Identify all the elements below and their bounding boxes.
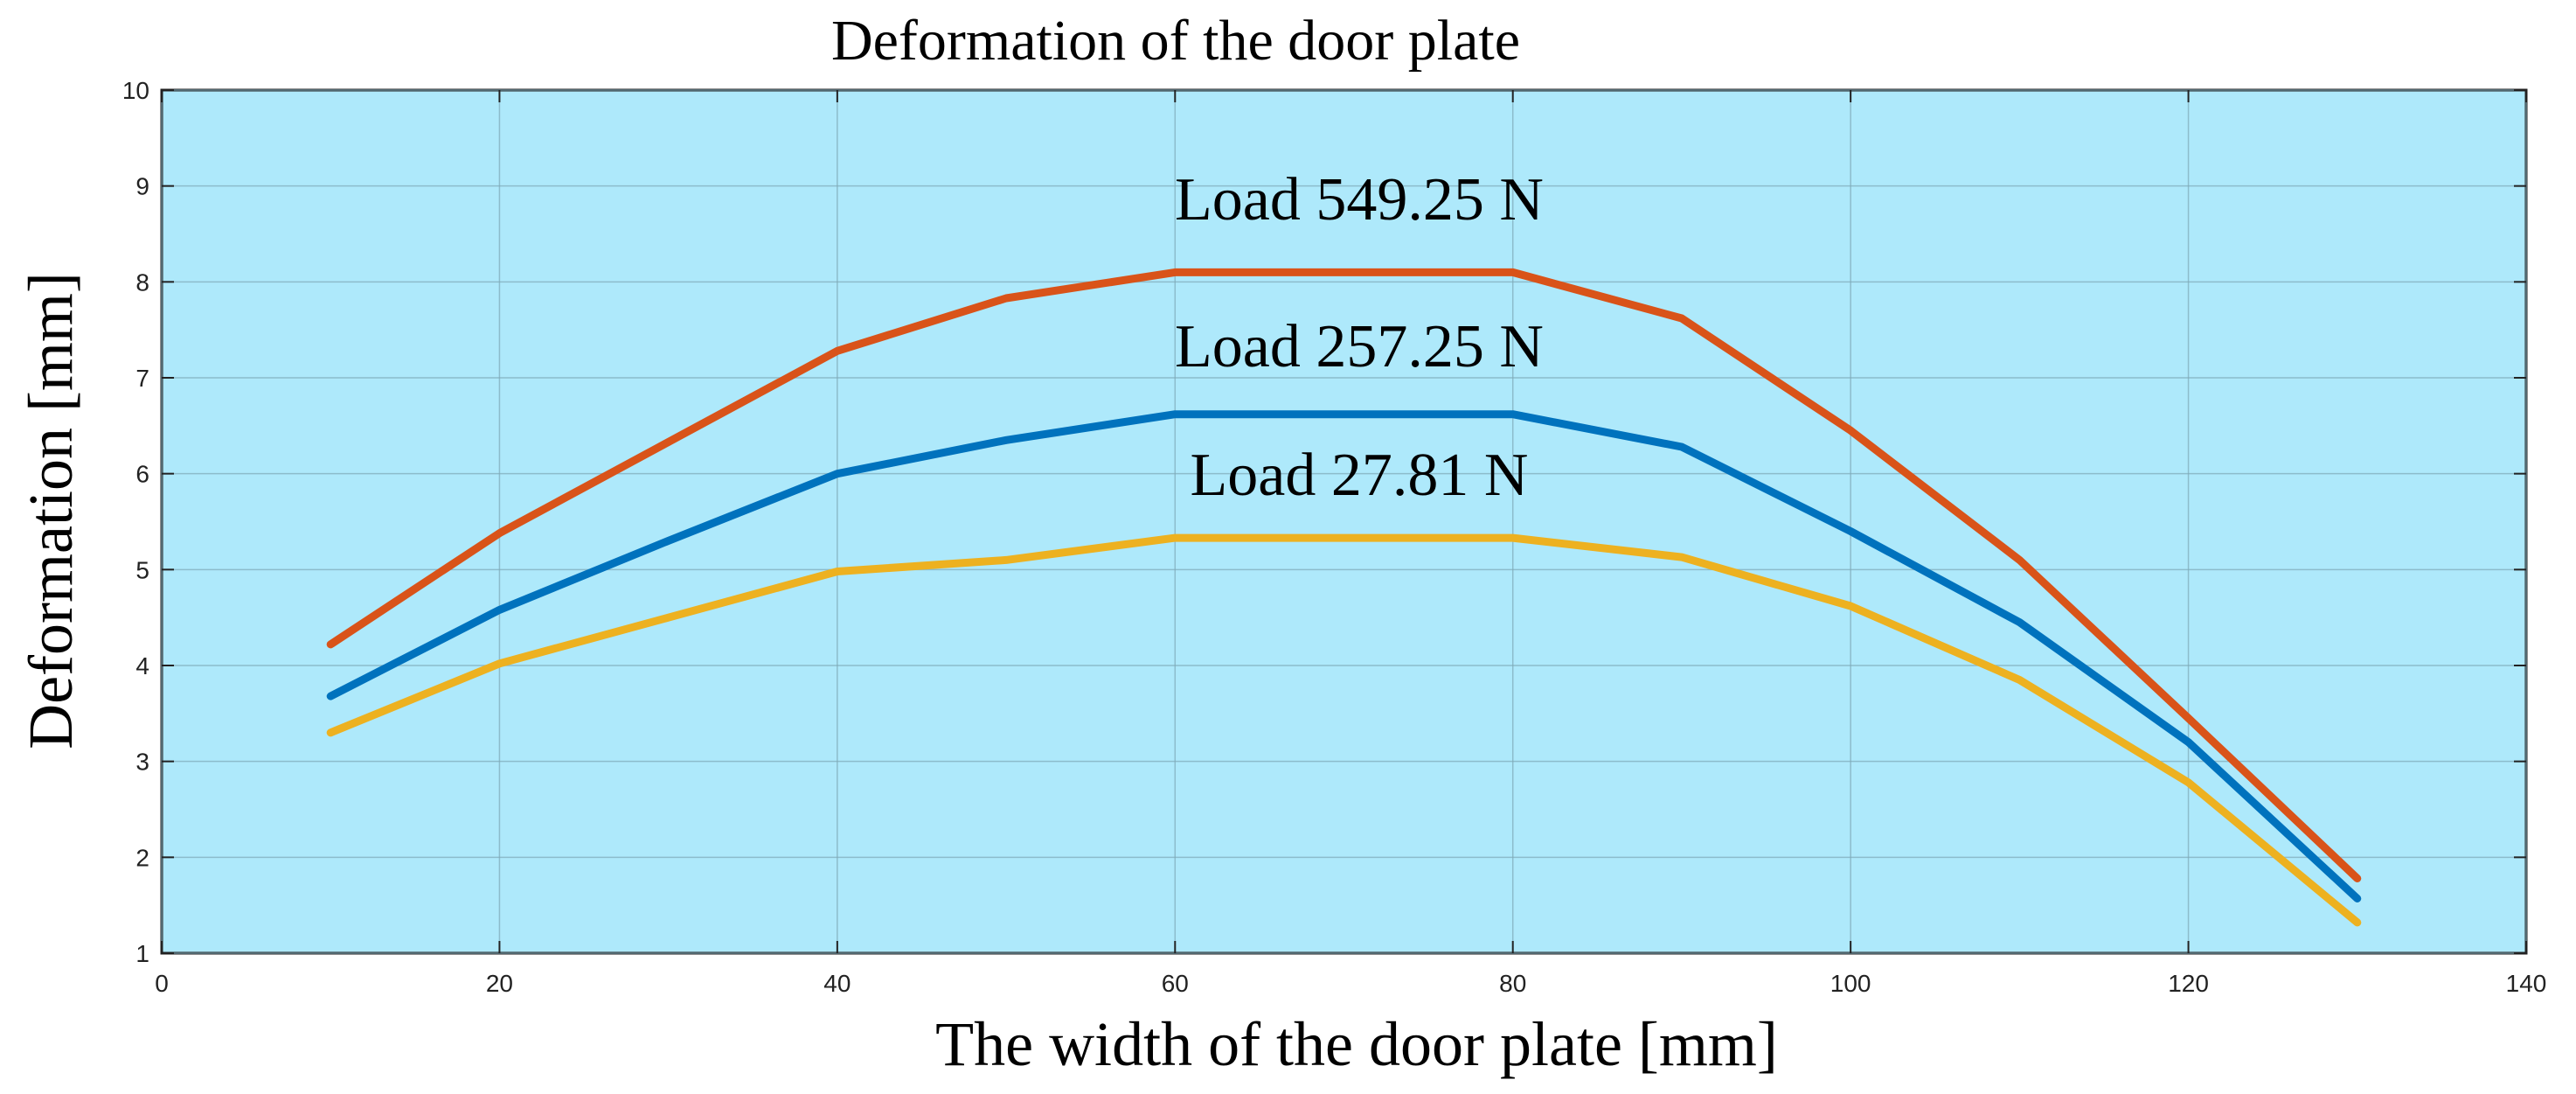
x-tick-label: 100 xyxy=(1830,970,1871,997)
x-tick-label: 40 xyxy=(823,970,851,997)
y-tick-label: 5 xyxy=(135,556,149,583)
chart-title: Deformation of the door plate xyxy=(831,9,1520,73)
y-tick-label: 3 xyxy=(135,749,149,776)
series-annotation-1: Load 549.25 N xyxy=(1175,166,1544,233)
y-tick-label: 4 xyxy=(135,652,149,679)
x-tick-label: 120 xyxy=(2168,970,2209,997)
y-tick-label: 10 xyxy=(122,77,149,104)
grid-lines xyxy=(161,89,2527,954)
y-tick-label: 9 xyxy=(135,173,149,200)
x-tick-labels: 0 20 40 60 80 100 120 140 xyxy=(155,970,2546,997)
x-tick-label: 0 xyxy=(155,970,169,997)
series-annotation-3: Load 27.81 N xyxy=(1191,442,1529,509)
y-tick-label: 7 xyxy=(135,365,149,392)
y-tick-label: 6 xyxy=(135,461,149,488)
series-line-1 xyxy=(326,268,2362,882)
x-axis-label: The width of the door plate [mm] xyxy=(935,1009,1778,1079)
x-tick-label: 60 xyxy=(1162,970,1189,997)
series-annotation-2: Load 257.25 N xyxy=(1175,313,1544,380)
y-tick-labels: 1 2 3 4 5 6 7 8 9 10 xyxy=(122,77,149,967)
x-tick-label: 20 xyxy=(486,970,513,997)
y-tick-label: 1 xyxy=(135,940,149,967)
series-lines xyxy=(326,268,2362,927)
plot-area xyxy=(160,88,2528,955)
x-tick-label: 80 xyxy=(1499,970,1526,997)
series-annotations: Load 549.25 N Load 257.25 N Load 27.81 N xyxy=(1175,166,1544,509)
x-tick-label: 140 xyxy=(2506,970,2547,997)
series-line-3 xyxy=(326,533,2362,927)
y-axis-label: Deformation [mm] xyxy=(16,272,86,749)
y-tick-label: 2 xyxy=(135,844,149,871)
y-tick-label: 8 xyxy=(135,268,149,296)
series-line-2 xyxy=(326,410,2362,902)
axis-ticks xyxy=(161,89,2527,954)
